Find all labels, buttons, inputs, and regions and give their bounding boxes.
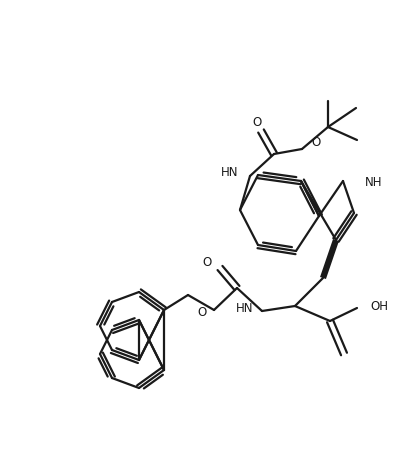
Text: O: O bbox=[253, 115, 262, 129]
Text: HN: HN bbox=[220, 167, 238, 180]
Text: OH: OH bbox=[370, 300, 388, 313]
Text: O: O bbox=[203, 256, 212, 269]
Text: O: O bbox=[198, 307, 207, 319]
Text: HN: HN bbox=[235, 301, 253, 314]
Text: NH: NH bbox=[365, 175, 383, 188]
Text: O: O bbox=[311, 137, 320, 150]
